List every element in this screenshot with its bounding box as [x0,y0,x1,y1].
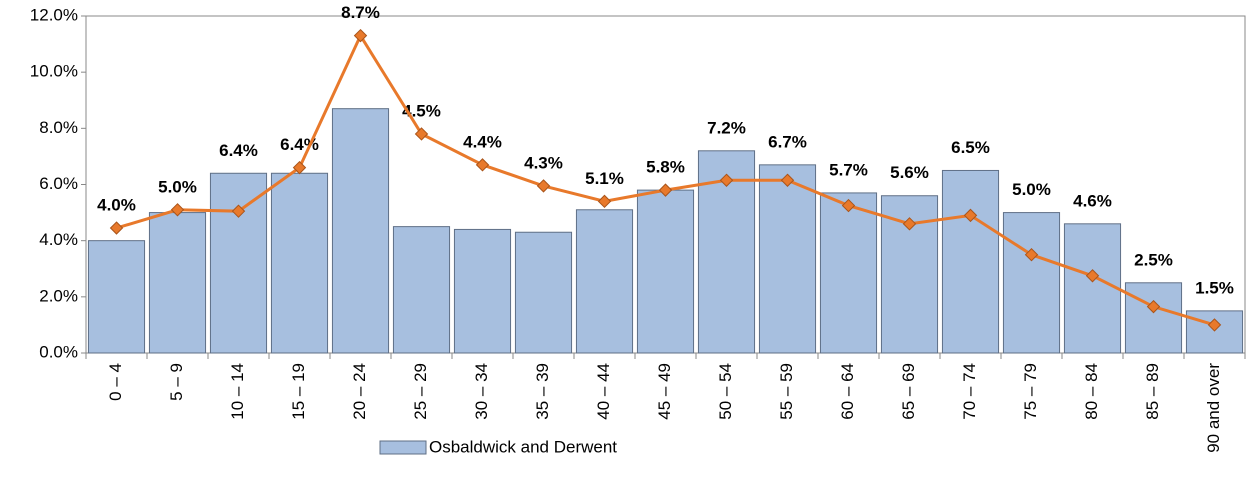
bar [331,108,390,354]
value-label: 5.7% [829,160,868,179]
marker [231,204,246,218]
value-label: 4.4% [463,132,502,151]
value-label: 6.7% [768,132,807,151]
marker [902,217,917,231]
x-tick-label: 10 – 14 [228,363,247,420]
x-tick-label: 35 – 39 [533,363,552,420]
y-tick-label: 10.0% [30,62,78,81]
bar [636,189,695,354]
x-tick-label: 50 – 54 [716,363,735,420]
value-label: 5.0% [1012,180,1051,199]
value-label: 5.1% [585,169,624,188]
y-tick-label: 4.0% [39,230,78,249]
bar [575,209,634,354]
bar [392,226,451,354]
y-tick-label: 12.0% [30,5,78,24]
x-tick-label: 70 – 74 [960,363,979,420]
marker [780,173,795,187]
value-label: 6.5% [951,138,990,157]
bar [1063,223,1122,354]
marker [536,179,551,193]
marker [658,183,673,197]
bar [87,240,146,354]
bar [514,231,573,354]
marker [109,221,124,235]
bar [453,228,512,354]
x-tick-label: 80 – 84 [1082,363,1101,420]
x-tick-label: 75 – 79 [1021,363,1040,420]
x-tick-label: 40 – 44 [594,363,613,420]
marker [963,208,978,223]
x-tick-label: 0 – 4 [106,363,125,401]
legend-swatch [379,440,427,455]
marker [1085,269,1100,283]
marker [841,198,856,213]
value-label: 8.7% [341,3,380,22]
x-tick-label: 30 – 34 [472,363,491,420]
x-tick-label: 60 – 64 [838,363,857,420]
marker [414,127,429,141]
x-tick-label: 45 – 49 [655,363,674,420]
value-label: 5.0% [158,177,197,196]
y-tick-label: 0.0% [39,342,78,361]
marker [597,194,612,209]
value-label: 4.0% [97,196,136,215]
legend-label: Osbaldwick and Derwent [429,437,617,456]
value-label: 4.6% [1073,191,1112,210]
value-label: 7.2% [707,118,746,137]
value-label: 2.5% [1134,250,1173,269]
y-tick-label: 6.0% [39,174,78,193]
x-tick-label: 85 – 89 [1143,363,1162,420]
bar [1185,310,1244,354]
bar [1124,282,1183,354]
y-tick-label: 8.0% [39,118,78,137]
bar [148,212,207,354]
x-tick-label: 55 – 59 [777,363,796,420]
bar [758,164,817,354]
marker [292,160,307,175]
marker [475,158,490,172]
marker [1024,248,1039,262]
value-label: 5.6% [890,163,929,182]
bar [941,169,1000,354]
x-tick-label: 15 – 19 [289,363,308,420]
x-tick-label: 20 – 24 [350,363,369,420]
x-tick-label: 5 – 9 [167,363,186,401]
value-label: 5.8% [646,158,685,177]
marker [353,28,368,43]
marker [719,173,734,187]
value-label: 1.5% [1195,278,1234,297]
value-label: 4.3% [524,153,563,172]
marker [170,203,185,217]
bar [819,192,878,354]
x-tick-label: 65 – 69 [899,363,918,420]
bar [1002,212,1061,354]
x-tick-label: 25 – 29 [411,363,430,420]
x-tick-label: 90 and over [1204,363,1223,453]
y-tick-label: 2.0% [39,286,78,305]
marker [1207,318,1222,332]
bar [209,172,268,354]
bar [270,172,329,354]
marker [1146,299,1161,314]
value-label: 6.4% [219,141,258,160]
